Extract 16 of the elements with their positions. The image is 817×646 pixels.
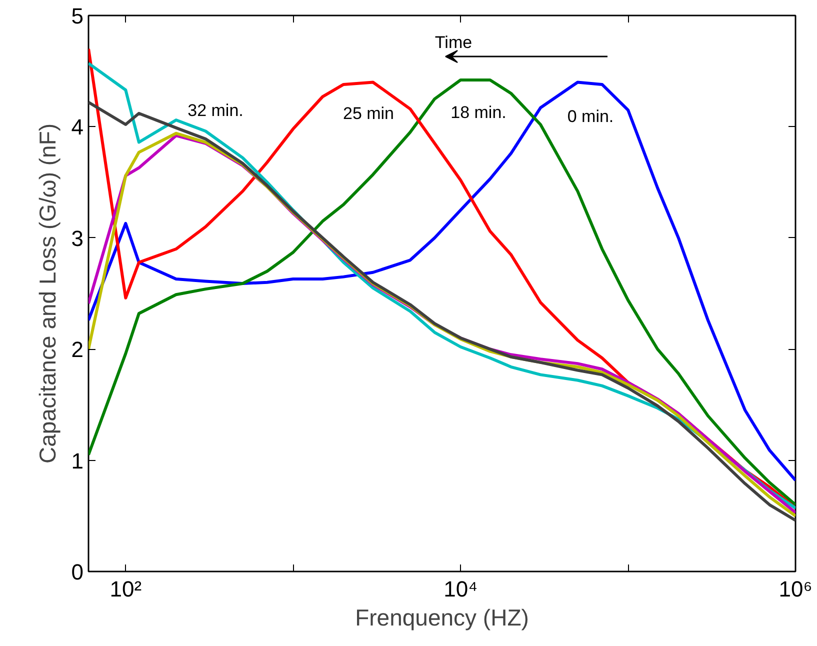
annotation: 18 min. (450, 103, 506, 122)
x-tick-label: 10⁶ (778, 576, 812, 602)
y-tick-label: 4 (71, 114, 84, 140)
annotation: 32 min. (188, 101, 244, 120)
y-axis-title: Capacitance and Loss (G/ω) (nF) (34, 123, 60, 464)
x-tick-label: 10² (110, 576, 142, 602)
y-tick-label: 5 (71, 4, 84, 28)
x-tick-label: 10⁴ (444, 576, 478, 602)
annotation: 0 min. (567, 107, 614, 126)
y-tick-label: 1 (71, 448, 84, 474)
annotation: Time (434, 33, 472, 52)
x-axis-title: Frenquency (HZ) (355, 604, 529, 630)
annotation: 25 min (342, 104, 394, 123)
y-tick-label: 3 (71, 226, 84, 251)
y-tick-label: 2 (71, 337, 84, 362)
y-tick-label: 0 (71, 560, 84, 584)
